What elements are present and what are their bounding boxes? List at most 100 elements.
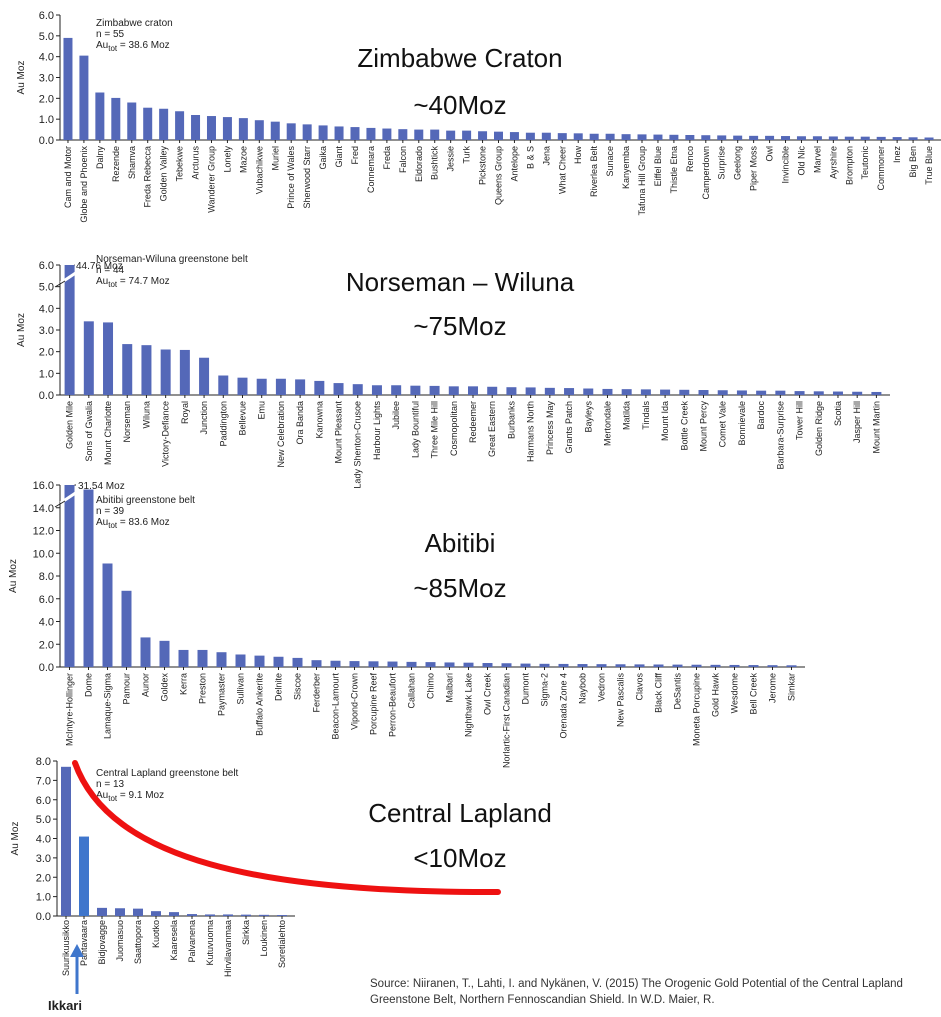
bar <box>175 111 185 140</box>
category-label: Callahan <box>407 673 417 709</box>
y-tick-label: 0.0 <box>39 135 54 147</box>
bar <box>187 914 197 916</box>
category-label: Golden Valley <box>159 146 169 202</box>
category-label: Ferderber <box>312 673 322 713</box>
category-label: Tower Hill <box>795 401 805 440</box>
bar <box>311 660 322 667</box>
bar <box>749 135 759 140</box>
category-label: Bushtick <box>430 146 440 181</box>
category-label: Siscoe <box>293 673 303 700</box>
bar <box>292 657 303 667</box>
y-tick-label: 4.0 <box>39 303 54 315</box>
bar <box>254 120 264 140</box>
bar <box>832 391 843 395</box>
bar <box>61 766 71 916</box>
category-label: Moneta Porcupine <box>692 673 702 746</box>
y-tick-label: 2.0 <box>39 347 54 359</box>
y-tick-label: 6.0 <box>36 795 51 807</box>
category-label: Mazoe <box>238 146 248 173</box>
category-label: Victory-Defiance <box>161 401 171 467</box>
category-label: Piper Moss <box>749 146 759 192</box>
y-tick-label: 14.0 <box>33 503 54 515</box>
category-label: Bayleys <box>583 401 593 433</box>
category-label: Tindals <box>641 401 651 430</box>
y-tick-label: 1.0 <box>39 368 54 380</box>
category-label: Preston <box>198 673 208 704</box>
bar <box>122 344 133 395</box>
y-tick-label: 4.0 <box>39 52 54 64</box>
legend-total-sub: tot <box>108 280 118 289</box>
category-label: Orenada Zone 4 <box>559 673 569 739</box>
y-axis-label: Au Moz <box>10 822 21 856</box>
bar <box>222 117 232 140</box>
y-tick-label: 2.0 <box>39 93 54 105</box>
bar <box>621 389 632 395</box>
bar <box>95 92 105 140</box>
bar <box>159 108 169 140</box>
category-label: Vipond-Crown <box>350 673 360 730</box>
category-label: Pickstone <box>478 146 488 185</box>
bar <box>334 126 344 140</box>
category-label: Bardoc <box>756 401 766 430</box>
bar <box>812 136 822 140</box>
bar <box>640 389 651 395</box>
bar <box>141 345 152 395</box>
category-label: Giant <box>334 146 344 168</box>
category-label: Grants Patch <box>564 401 574 454</box>
category-label: Riverlea Belt <box>589 146 599 198</box>
bar <box>218 375 229 395</box>
category-label: Ayrshire <box>828 146 838 179</box>
category-label: Eiffel Blue <box>653 146 663 186</box>
bar <box>111 97 121 140</box>
region-big-label: Central Lapland <box>368 798 552 828</box>
bar <box>871 391 882 395</box>
bar <box>448 386 459 395</box>
y-axis-label: Au Moz <box>16 61 27 95</box>
bar <box>748 665 759 667</box>
legend-title: Norseman-Wiluna greenstone belt <box>96 254 248 265</box>
y-tick-label: 1.0 <box>39 114 54 126</box>
y-tick-label: 6.0 <box>39 10 54 22</box>
bar <box>672 664 683 667</box>
category-label: Bell Creek <box>749 673 759 715</box>
bar <box>596 664 607 667</box>
region-big-label: Norseman – Wiluna <box>346 267 575 297</box>
bar <box>256 378 267 395</box>
category-label: Old Nic <box>796 146 806 176</box>
category-label: Lady Bountiful <box>410 401 420 458</box>
bar <box>621 134 631 140</box>
bar <box>852 391 863 395</box>
bar <box>275 378 286 395</box>
category-label: Sunace <box>605 146 615 177</box>
bar <box>509 132 519 140</box>
category-label: Queens Group <box>494 146 504 205</box>
bar <box>446 130 456 140</box>
y-tick-label: 6.0 <box>39 260 54 272</box>
bar <box>775 390 786 395</box>
category-label: Marvel <box>812 146 822 173</box>
bar <box>736 390 747 395</box>
bar <box>63 37 73 140</box>
category-label: Gold Hawk <box>711 673 721 718</box>
bar <box>430 129 440 140</box>
bar <box>160 349 171 395</box>
bar <box>482 663 493 667</box>
category-label: Harmans North <box>526 401 536 462</box>
category-label: Scotia <box>833 401 843 426</box>
category-label: Aunor <box>141 673 151 697</box>
category-label: Barbara-Surprise <box>775 401 785 470</box>
legend-total-au: Au <box>96 276 108 287</box>
bar <box>669 134 679 140</box>
y-tick-label: 3.0 <box>39 325 54 337</box>
bar <box>286 123 296 140</box>
bar <box>487 386 498 395</box>
chart-panel-2: 0.0 1.0 2.0 3.0 4.0 5.0 6.0 Au Moz Golden Mile 44… <box>16 254 890 489</box>
legend-total: Autot = 83.6 Moz <box>96 517 170 530</box>
category-label: Ora Banda <box>295 401 305 445</box>
bar <box>501 663 512 667</box>
bar <box>602 388 613 395</box>
bar <box>102 563 113 667</box>
bar <box>121 590 132 667</box>
legend-title: Abitibi greenstone belt <box>96 495 195 506</box>
bar <box>333 383 344 395</box>
